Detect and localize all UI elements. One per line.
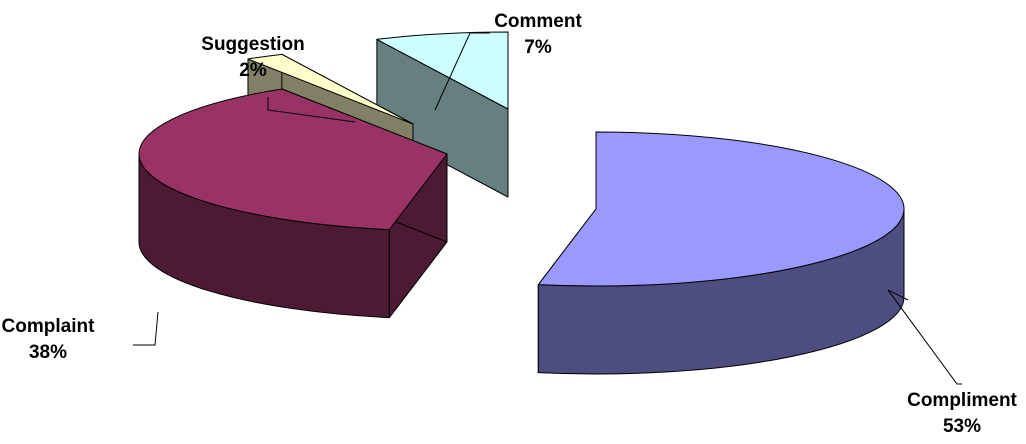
leader-line-suggestion <box>267 97 356 123</box>
leader-line-comment <box>434 32 490 111</box>
leader-line-complaint <box>133 311 159 346</box>
leader-line-compliment <box>887 289 962 385</box>
leader-lines <box>133 32 962 385</box>
pie-slice-complaint <box>138 88 448 231</box>
pie-slice-comment <box>376 31 509 110</box>
slice-labels: Compliment 53% Complaint 38% Suggestion 2% Com… <box>2 11 1018 437</box>
slice-percent-compliment: 53% <box>943 416 981 437</box>
slice-label-complaint: Complaint <box>2 316 96 337</box>
slice-label-comment: Comment <box>494 11 582 32</box>
slice-percent-complaint: 38% <box>29 342 67 363</box>
slice-label-compliment: Compliment <box>907 390 1017 411</box>
pie-slice-tops <box>138 31 905 287</box>
pie-slice-compliment <box>537 131 905 287</box>
slice-percent-suggestion: 2% <box>239 60 267 81</box>
slice-percent-comment: 7% <box>524 37 552 58</box>
pie-slice-suggestion <box>247 53 414 125</box>
slice-label-suggestion: Suggestion <box>201 34 304 55</box>
